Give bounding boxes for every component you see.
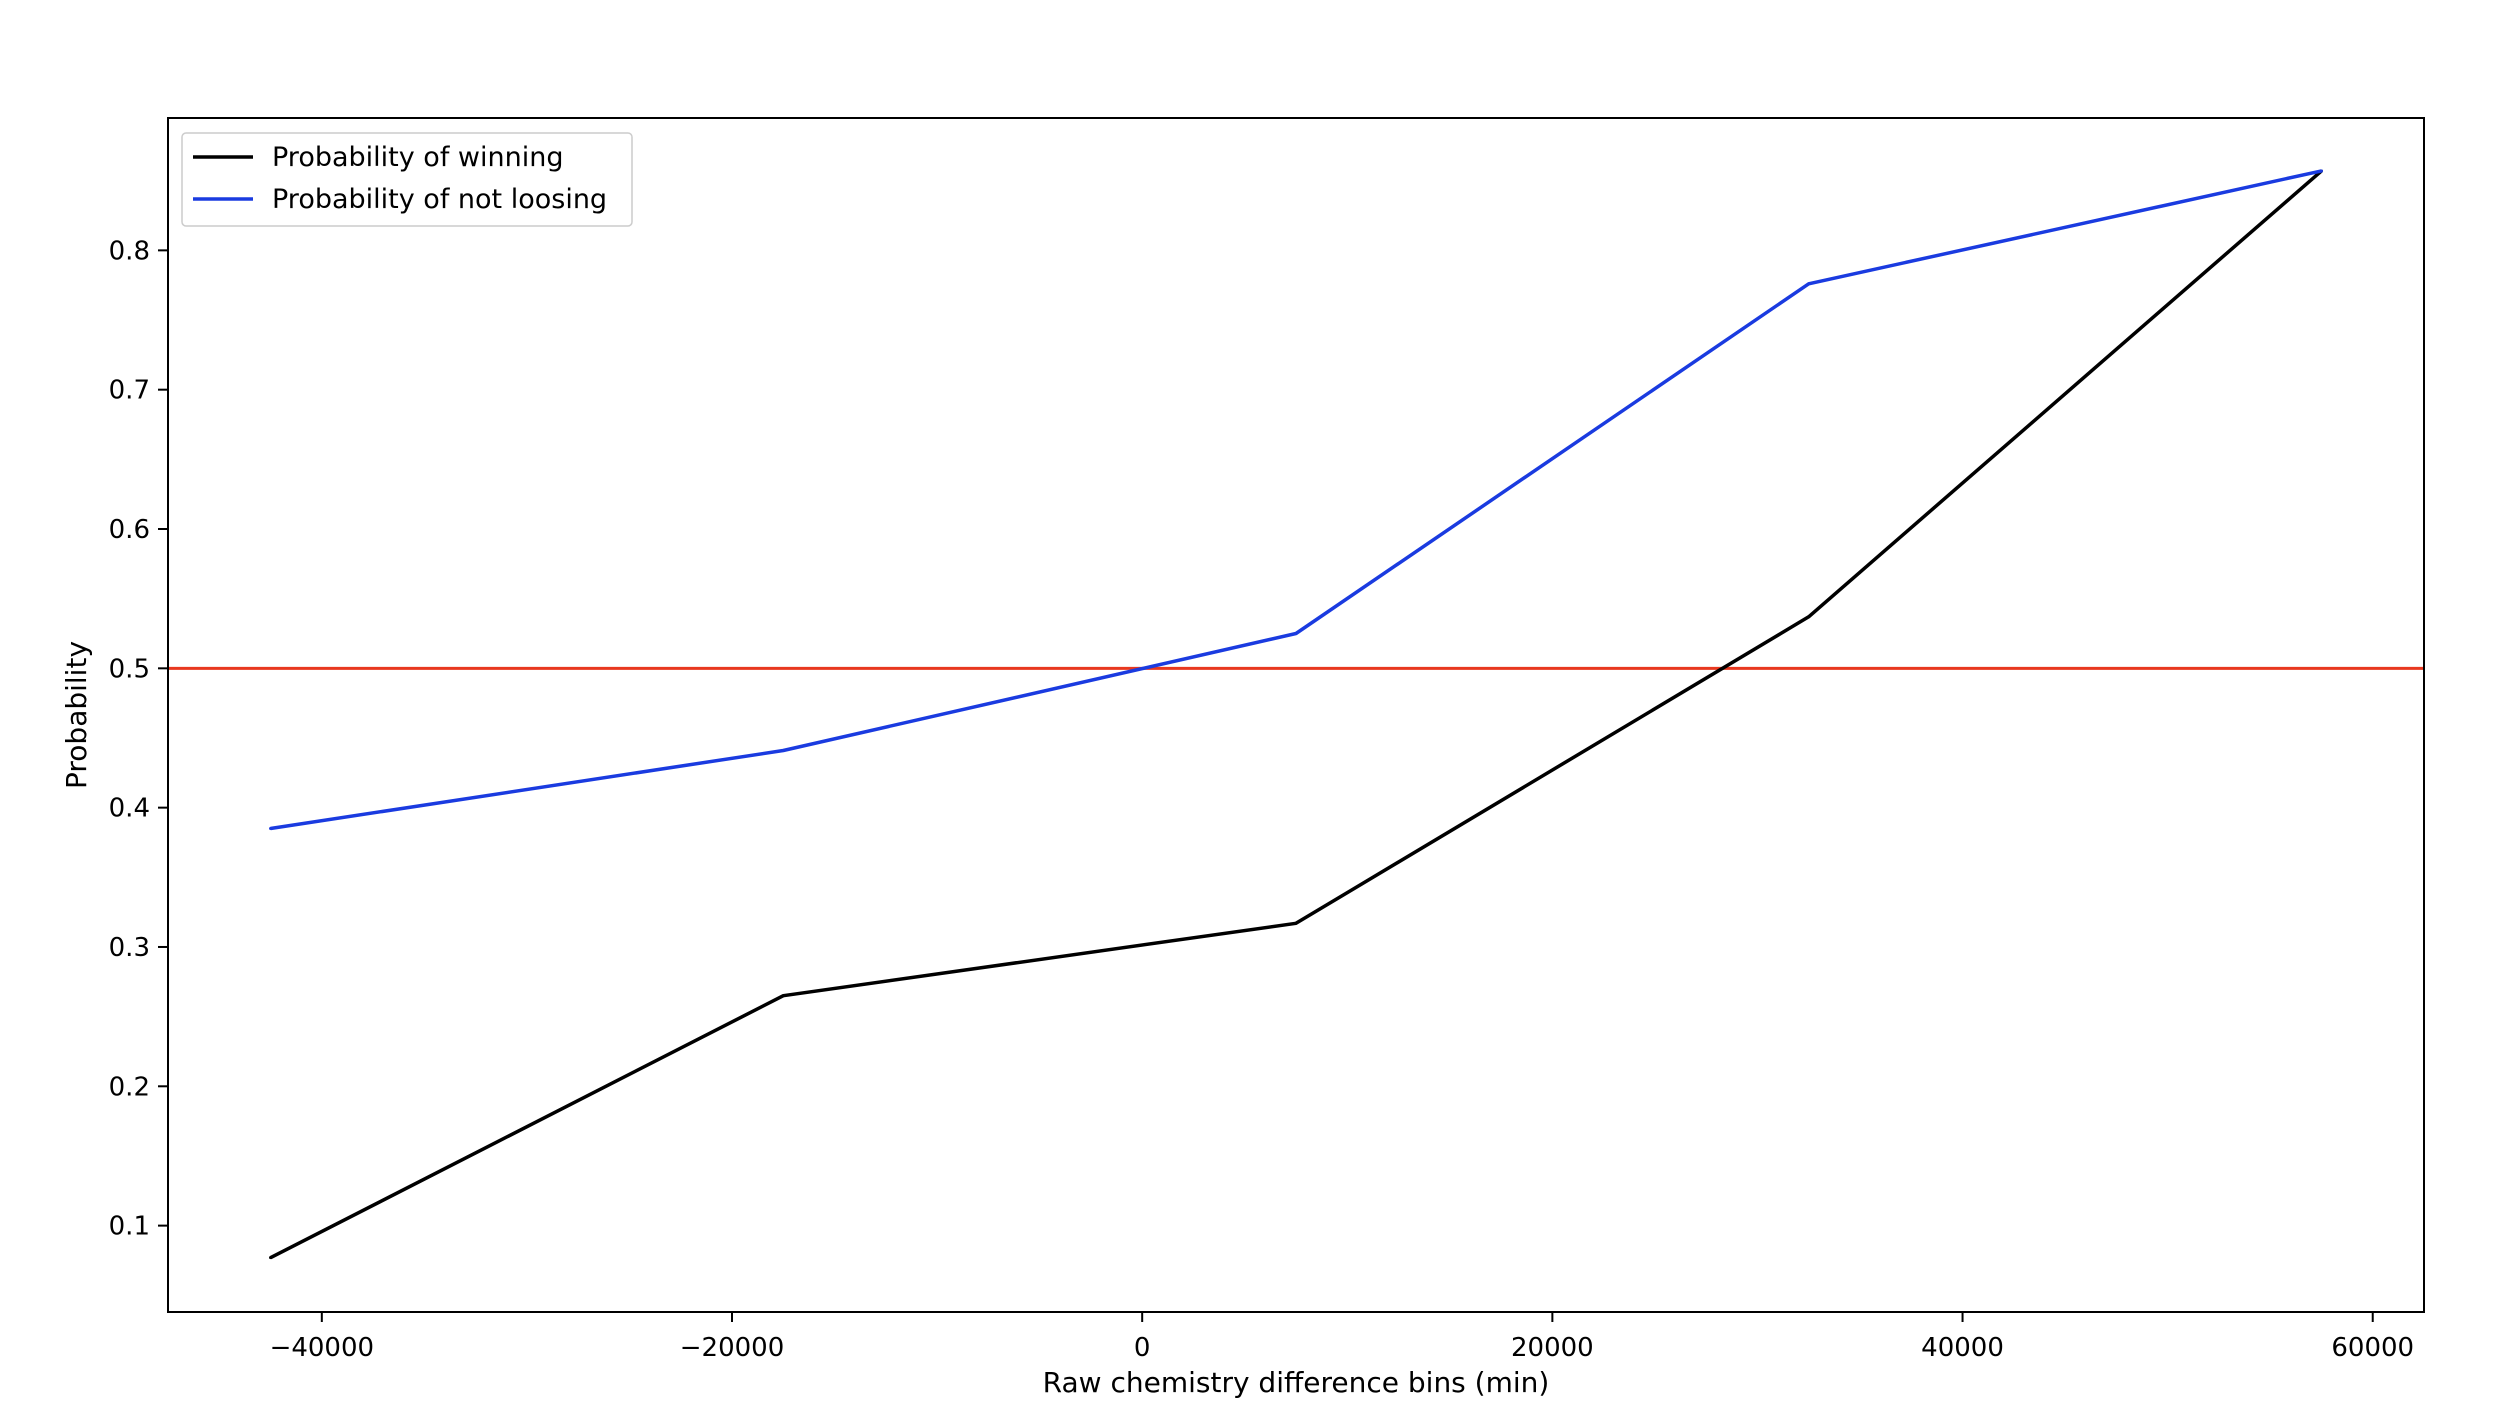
plot-frame xyxy=(167,117,2425,1313)
y-tick-label: 0.3 xyxy=(109,933,150,963)
x-tick-label: 20000 xyxy=(1511,1333,1594,1363)
series-1-point-3 xyxy=(1807,282,1811,286)
legend-label-not-loosing: Probability of not loosing xyxy=(272,184,607,215)
legend-box xyxy=(181,132,633,227)
y-axis-ticks: 0.1 0.2 0.3 0.4 0.5 0.6 0.7 0.8 xyxy=(109,236,168,1242)
y-tick-label: 0.6 xyxy=(109,515,150,545)
y-tick-label: 0.8 xyxy=(109,236,150,266)
series-0-point-3 xyxy=(1807,615,1811,619)
series-layer xyxy=(269,169,2323,1260)
y-tick-label: 0.1 xyxy=(109,1212,150,1242)
y-tick-label: 0.5 xyxy=(109,654,150,684)
y-axis-label: Probability xyxy=(60,641,93,789)
x-axis-ticks: −40000 −20000 0 20000 40000 60000 xyxy=(270,1312,2414,1363)
series-1-point-1 xyxy=(781,749,785,753)
x-tick-label: 0 xyxy=(1134,1333,1151,1363)
series-1-point-0 xyxy=(269,827,273,831)
legend: Probability of winning Probability of no… xyxy=(181,132,633,227)
series-0-point-0 xyxy=(269,1256,273,1260)
series-0-point-2 xyxy=(1294,921,1298,925)
x-tick-label: 40000 xyxy=(1921,1333,2004,1363)
y-tick-label: 0.2 xyxy=(109,1072,150,1102)
x-tick-label: −20000 xyxy=(680,1333,785,1363)
series-1-point-2 xyxy=(1294,631,1298,635)
series-1-point-4 xyxy=(2319,169,2323,173)
legend-label-winning: Probability of winning xyxy=(272,142,563,173)
y-tick-label: 0.7 xyxy=(109,376,150,406)
x-tick-label: −40000 xyxy=(270,1333,375,1363)
y-tick-label: 0.4 xyxy=(109,794,150,824)
series-line-0 xyxy=(269,169,2323,1260)
series-line-1 xyxy=(270,169,2322,831)
x-tick-label: 60000 xyxy=(2331,1333,2414,1363)
series-0-point-1 xyxy=(781,994,785,998)
x-axis-label: Raw chemistry difference bins (min) xyxy=(1043,1366,1550,1399)
